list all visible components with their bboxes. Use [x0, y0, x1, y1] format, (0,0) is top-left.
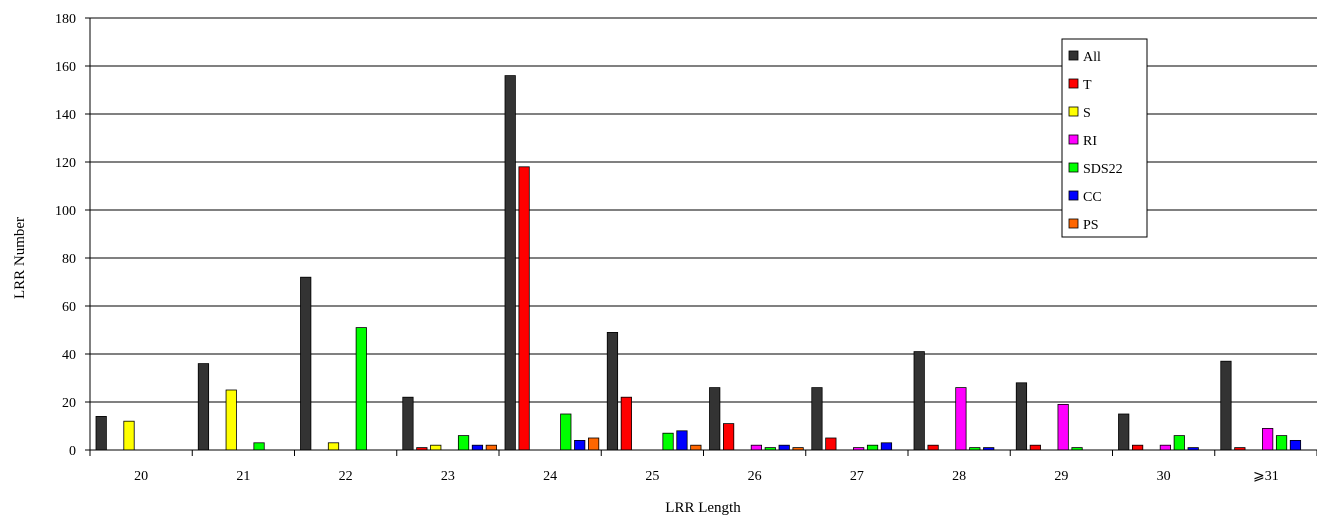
- legend-swatch-sds22: [1068, 162, 1079, 173]
- x-tick-label: 21: [236, 469, 250, 484]
- legend-label-t: T: [1083, 78, 1092, 93]
- bar-all-0: [95, 415, 107, 451]
- bar-all-5: [606, 331, 619, 451]
- bar-all-11: [1220, 360, 1232, 451]
- y-tick-label: 80: [62, 252, 76, 267]
- bar-all-10: [1118, 413, 1130, 451]
- legend-swatch-ps: [1068, 218, 1079, 229]
- y-tick-label: 20: [62, 396, 76, 411]
- y-tick-label: 120: [55, 156, 76, 171]
- bar-cc-3: [471, 444, 484, 451]
- y-tick-labels: 0 20 40 60 80 100 120 140 160 180: [55, 12, 76, 459]
- bar-s-3: [430, 444, 442, 451]
- bar-all-4: [504, 75, 516, 451]
- x-tick-label: 26: [748, 469, 762, 484]
- bar-all-3: [402, 396, 414, 451]
- bar-t-9: [1029, 444, 1041, 451]
- y-tick-label: 100: [55, 204, 76, 219]
- legend-label-s: S: [1083, 106, 1091, 121]
- bars: [95, 75, 1302, 451]
- bar-ri-9: [1057, 403, 1069, 451]
- bar-ps-4: [588, 437, 600, 451]
- x-tick-label: 20: [134, 469, 148, 484]
- y-tick-label: 60: [62, 300, 76, 315]
- bar-all-2: [300, 276, 312, 451]
- legend-swatch-all: [1068, 50, 1079, 61]
- x-axis-title: LRR Length: [665, 500, 741, 516]
- legend-label-ps: PS: [1083, 218, 1099, 233]
- x-tick-label: 30: [1157, 469, 1171, 484]
- bar-s-0: [123, 420, 135, 451]
- legend-label-all: All: [1083, 50, 1101, 65]
- bar-sds22-5: [662, 432, 674, 451]
- bar-cc-4: [574, 439, 586, 451]
- x-tick-label: 29: [1054, 469, 1068, 484]
- bar-t-8: [927, 444, 939, 451]
- bar-t-5: [620, 396, 632, 451]
- bar-all-1: [197, 363, 210, 451]
- bar-t-10: [1132, 444, 1144, 451]
- legend-label-sds22: SDS22: [1083, 162, 1123, 177]
- y-tick-label: 140: [55, 108, 76, 123]
- axes: [85, 17, 1317, 456]
- bar-ri-8: [955, 387, 967, 451]
- x-tick-labels: 20 21 22 23 24 25 26 27 28 29 30 ⩾31: [134, 469, 1279, 484]
- y-axis-title: LRR Number: [12, 217, 28, 299]
- x-tick-label: ⩾31: [1253, 469, 1279, 484]
- bar-ri-11: [1262, 427, 1274, 451]
- bar-ri-6: [750, 444, 763, 451]
- legend-swatch-ri: [1068, 134, 1079, 145]
- y-tick-label: 40: [62, 348, 76, 363]
- x-tick-label: 24: [543, 469, 557, 484]
- legend-label-cc: CC: [1083, 190, 1102, 205]
- gridlines: [90, 17, 1317, 403]
- x-tick-label: 27: [850, 469, 864, 484]
- y-tick-label: 180: [55, 12, 76, 27]
- legend: All TS RI SDS22 CC PS: [1061, 38, 1148, 238]
- bar-ri-10: [1159, 444, 1171, 451]
- bar-cc-6: [778, 444, 790, 451]
- x-tick-label: 23: [441, 469, 455, 484]
- bar-cc-7: [880, 442, 893, 451]
- bar-t-7: [825, 437, 837, 451]
- bar-sds22-1: [253, 442, 265, 451]
- bar-ps-5: [690, 444, 702, 451]
- x-tick-label: 28: [952, 469, 966, 484]
- bar-t-6: [723, 423, 735, 451]
- bar-all-9: [1015, 382, 1028, 451]
- legend-label-ri: RI: [1083, 134, 1097, 149]
- bar-s-2: [327, 442, 340, 451]
- bar-ps-3: [485, 444, 497, 451]
- y-tick-label: 160: [55, 60, 76, 75]
- bar-sds22-10: [1173, 435, 1185, 451]
- legend-swatch-cc: [1068, 190, 1079, 201]
- bar-all-7: [811, 387, 823, 451]
- bar-sds22-3: [457, 435, 470, 451]
- bar-sds22-7: [866, 444, 879, 451]
- bar-all-6: [709, 387, 721, 451]
- bar-sds22-2: [355, 327, 367, 451]
- bar-all-8: [913, 351, 925, 451]
- bar-t-4: [518, 166, 530, 451]
- y-tick-label: 0: [69, 444, 76, 459]
- bar-sds22-4: [560, 413, 572, 451]
- legend-swatch-s: [1068, 106, 1079, 117]
- x-tick-label: 25: [645, 469, 659, 484]
- bar-cc-11: [1289, 439, 1302, 451]
- x-tick-label: 22: [339, 469, 353, 484]
- bar-sds22-11: [1275, 435, 1288, 451]
- bar-cc-5: [676, 430, 688, 451]
- bar-s-1: [225, 389, 237, 451]
- legend-swatch-t: [1068, 78, 1079, 89]
